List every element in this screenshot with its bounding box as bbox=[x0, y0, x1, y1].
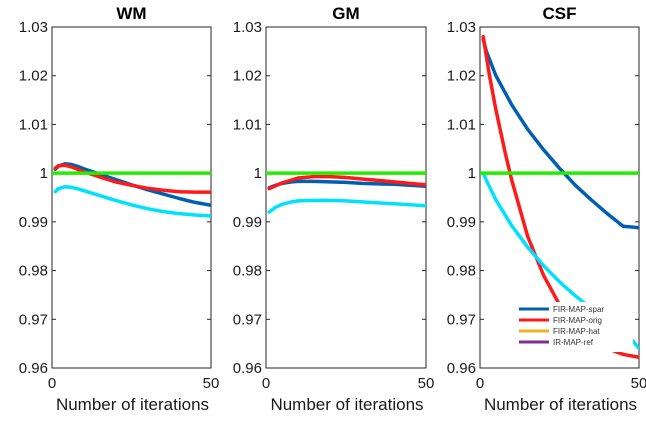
y-tick-label: 0.97 bbox=[447, 311, 476, 328]
axes-box bbox=[51, 26, 212, 369]
x-axis-label: Number of iterations bbox=[56, 395, 209, 414]
y-tick-label: 1 bbox=[468, 165, 476, 182]
series-line-2 bbox=[267, 198, 426, 214]
x-tick-label: 0 bbox=[476, 375, 484, 392]
y-tick-label: 0.96 bbox=[233, 360, 262, 377]
y-tick-label: 0.98 bbox=[19, 263, 48, 280]
panel-title: WM bbox=[116, 4, 146, 23]
panel-csf: CSF 0.96 0.97 0.98 0.99 1 1.01 1.02 1.03 0 50 Numbe… bbox=[447, 4, 646, 414]
series-group bbox=[266, 171, 426, 214]
y-tick-label: 0.97 bbox=[19, 311, 48, 328]
y-tick-label: 1.01 bbox=[447, 116, 476, 133]
series-line-1 bbox=[267, 174, 426, 191]
y-tick-label: 1.01 bbox=[233, 116, 262, 133]
y-tick-label: 0.97 bbox=[233, 311, 262, 328]
x-axis-label: Number of iterations bbox=[484, 395, 637, 414]
series-line-1 bbox=[53, 163, 211, 194]
legend-label: FIR-MAP-spar bbox=[553, 305, 604, 314]
axes-box bbox=[265, 26, 427, 369]
y-tick-label: 0.98 bbox=[233, 263, 262, 280]
legend-label: IR-MAP-ref bbox=[553, 338, 594, 347]
y-tick-label: 0.99 bbox=[233, 214, 262, 231]
y-tick-label: 1.01 bbox=[19, 116, 48, 133]
y-tick-label: 0.98 bbox=[447, 263, 476, 280]
panel-title: CSF bbox=[543, 4, 577, 23]
y-tick-label: 1.02 bbox=[447, 68, 476, 85]
x-tick-label: 50 bbox=[418, 375, 435, 392]
series-line-2 bbox=[53, 185, 211, 218]
x-tick-label: 0 bbox=[48, 375, 56, 392]
y-tick-label: 1.02 bbox=[233, 68, 262, 85]
x-axis-label: Number of iterations bbox=[270, 395, 423, 414]
panel-title: GM bbox=[332, 4, 359, 23]
y-tick-label: 1.02 bbox=[19, 68, 48, 85]
x-tick-label: 50 bbox=[203, 375, 220, 392]
series-group bbox=[52, 162, 211, 218]
y-tick-label: 1.03 bbox=[233, 19, 262, 36]
y-tick-label: 0.96 bbox=[19, 360, 48, 377]
panel-wm: WM 0.96 0.97 0.98 0.99 1 1.01 1.02 1.03 0 50 Number… bbox=[19, 4, 220, 414]
axes-box bbox=[479, 26, 640, 369]
y-tick-label: 1 bbox=[254, 165, 262, 182]
legend: FIR-MAP-spar FIR-MAP-orig FIR-MAP-hat IR-MA… bbox=[513, 302, 633, 352]
y-tick-label: 0.99 bbox=[19, 214, 48, 231]
panel-gm: GM 0.96 0.97 0.98 0.99 1 1.01 1.02 1.03 0 50 Number… bbox=[233, 4, 435, 414]
series-line-0 bbox=[481, 37, 639, 230]
y-tick-label: 1 bbox=[40, 165, 48, 182]
legend-label: FIR-MAP-orig bbox=[553, 316, 602, 325]
y-tick-label: 1.03 bbox=[19, 19, 48, 36]
y-tick-label: 0.99 bbox=[447, 214, 476, 231]
x-tick-label: 0 bbox=[262, 375, 270, 392]
y-tick-label: 0.96 bbox=[447, 360, 476, 377]
x-tick-label: 50 bbox=[631, 375, 646, 392]
y-tick-label: 1.03 bbox=[447, 19, 476, 36]
legend-label: FIR-MAP-hat bbox=[553, 327, 600, 336]
